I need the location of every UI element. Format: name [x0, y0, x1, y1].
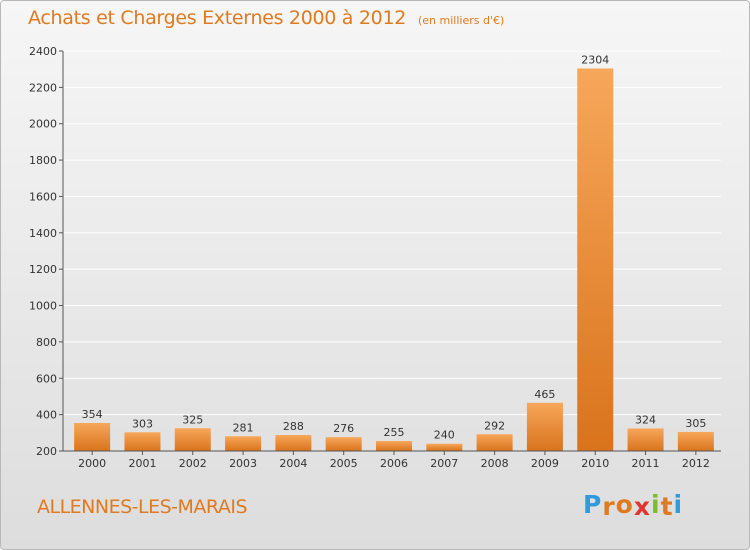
commune-name: ALLENNES-LES-MARAIS: [37, 496, 248, 518]
bar: [174, 428, 211, 451]
logo-letter: i: [651, 490, 661, 519]
y-tick-label: 2200: [29, 81, 57, 94]
grid-lines: [63, 50, 721, 416]
bar: [577, 68, 614, 452]
bar: [627, 428, 664, 451]
y-tick-label: 2000: [29, 118, 57, 131]
proxiti-logo[interactable]: Proxiti: [583, 490, 684, 521]
logo-letter: x: [633, 492, 651, 521]
bar: [325, 437, 362, 451]
bar-value-label: 255: [384, 426, 405, 439]
y-tick-label: 200: [36, 445, 57, 458]
y-tick-label: 1200: [29, 263, 57, 276]
y-tick-label: 800: [36, 336, 57, 349]
bar-value-label: 276: [333, 422, 354, 435]
bar: [476, 434, 513, 451]
bar: [526, 402, 563, 451]
bar-value-label: 2304: [581, 53, 609, 66]
x-tick-label: 2006: [380, 457, 408, 470]
y-tick-label: 1400: [29, 227, 57, 240]
bar-value-label: 305: [685, 417, 706, 430]
bar: [275, 435, 312, 451]
x-tick-label: 2002: [179, 457, 207, 470]
x-tick-label: 2007: [430, 457, 458, 470]
bar-value-label: 324: [635, 413, 656, 426]
y-tick-label: 1800: [29, 154, 57, 167]
logo-letter: i: [673, 490, 684, 519]
x-tick-label: 2003: [229, 457, 257, 470]
y-tick-label: 600: [36, 372, 57, 385]
x-tick-label: 2011: [632, 457, 660, 470]
x-tick-label: 2009: [531, 457, 559, 470]
x-tick-label: 2010: [581, 457, 609, 470]
bar-value-label: 325: [182, 413, 203, 426]
logo-letter: o: [615, 490, 634, 519]
y-tick-label: 400: [36, 409, 57, 422]
logo-letter: P: [583, 490, 603, 519]
bar: [376, 441, 412, 451]
bar: [124, 432, 161, 451]
bar-value-label: 292: [484, 419, 505, 432]
bar-value-label: 354: [82, 408, 103, 421]
x-tick-label: 2012: [682, 457, 710, 470]
y-tick-label: 1600: [29, 190, 57, 203]
x-tick-label: 2008: [481, 457, 509, 470]
logo-letter: r: [602, 492, 616, 521]
bar: [74, 423, 111, 451]
bars: [74, 68, 714, 452]
chart-subtitle: (en milliers d'€): [418, 14, 505, 27]
bar-value-label: 288: [283, 420, 304, 433]
logo-letter: t: [660, 492, 674, 521]
y-tick-label: 1000: [29, 300, 57, 313]
bar: [225, 436, 262, 451]
x-tick-label: 2004: [279, 457, 307, 470]
bar-value-label: 240: [434, 429, 455, 442]
labels: 200 400 600 800 1000 1200 1400 1600 1800 2000 2200…: [29, 45, 710, 470]
bar: [677, 431, 714, 451]
bar-value-label: 465: [534, 388, 555, 401]
x-tick-label: 2001: [128, 457, 156, 470]
bar: [426, 443, 463, 451]
x-tick-label: 2000: [78, 457, 106, 470]
chart-title: Achats et Charges Externes 2000 à 2012: [28, 7, 407, 29]
bar-value-label: 303: [132, 417, 153, 430]
bar-value-label: 281: [233, 421, 254, 434]
y-tick-label: 2400: [29, 45, 57, 58]
axes: [59, 50, 721, 455]
x-tick-label: 2005: [330, 457, 358, 470]
